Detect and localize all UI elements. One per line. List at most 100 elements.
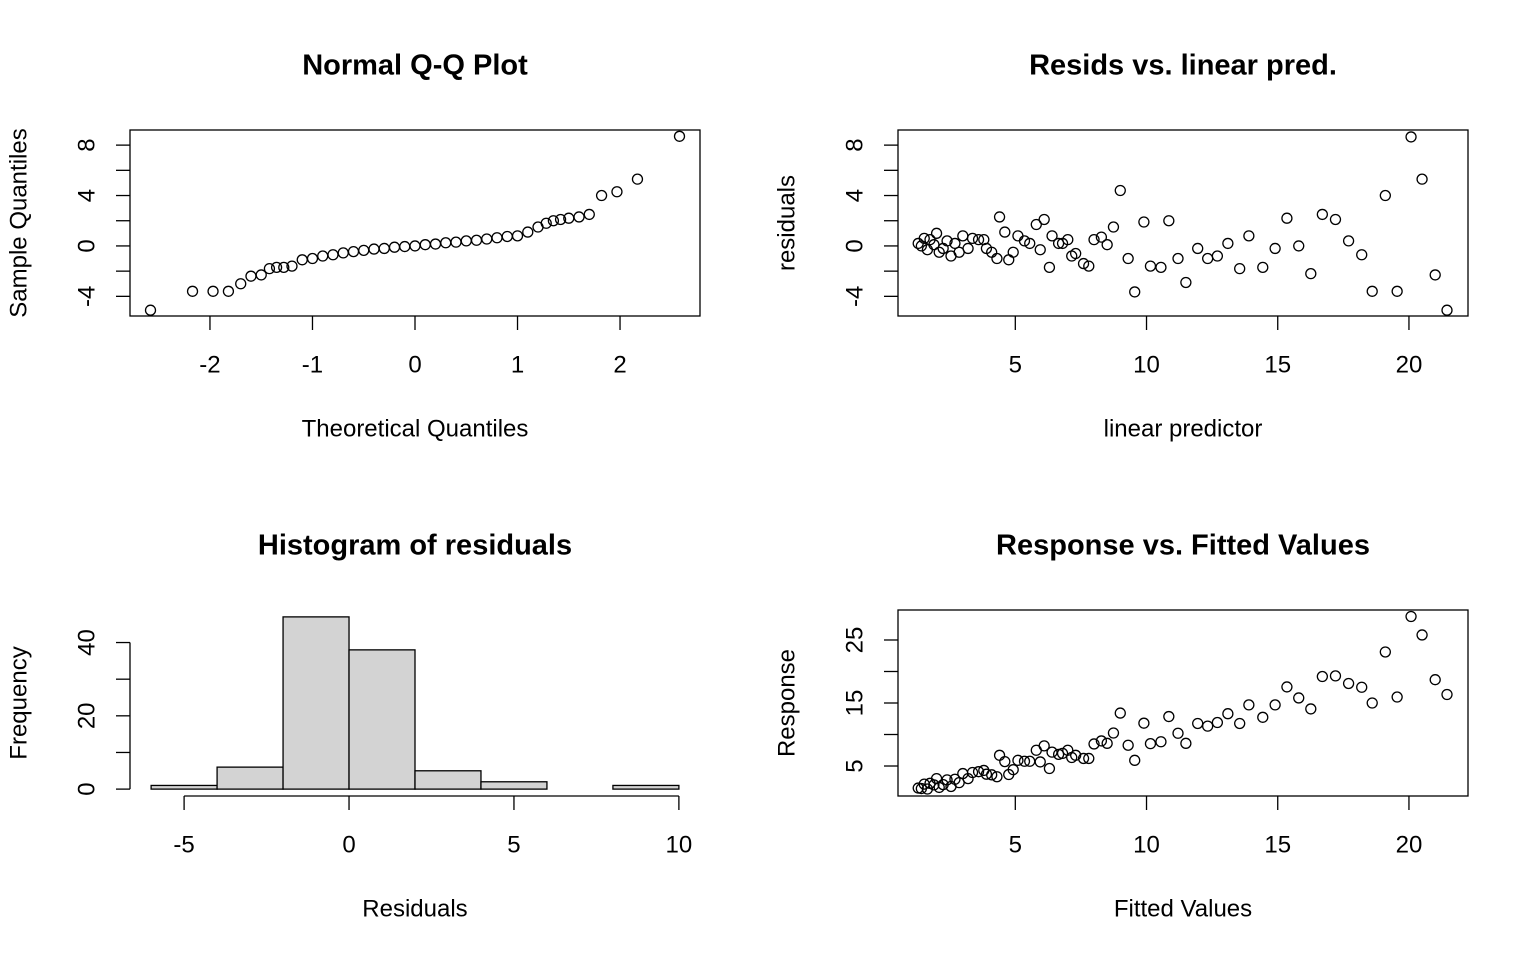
point <box>1083 260 1095 272</box>
point <box>1180 276 1192 289</box>
point <box>327 249 339 261</box>
point <box>1329 213 1342 226</box>
chart-title: Response vs. Fitted Values <box>996 530 1370 562</box>
point <box>611 186 623 198</box>
point <box>1024 755 1036 767</box>
point <box>1172 252 1184 265</box>
point <box>1034 756 1046 768</box>
y-tick-label: 8 <box>73 138 100 151</box>
point <box>186 285 199 297</box>
point <box>631 173 644 185</box>
point <box>1101 239 1113 251</box>
point <box>255 269 267 281</box>
bar <box>348 649 416 790</box>
point <box>1129 286 1141 298</box>
y-tick-label: 0 <box>73 782 100 795</box>
point <box>1043 261 1056 274</box>
bar <box>282 616 350 790</box>
point <box>1180 737 1192 749</box>
point <box>912 237 924 250</box>
point <box>930 227 943 239</box>
point <box>1114 707 1126 719</box>
x-tick-label: 10 <box>1133 351 1160 378</box>
y-tick-label: 8 <box>841 138 868 151</box>
x-tick-label: -5 <box>173 831 194 858</box>
bar <box>612 784 680 790</box>
point <box>1391 691 1403 703</box>
point <box>999 755 1011 768</box>
point <box>1269 242 1281 255</box>
bar <box>480 781 548 790</box>
point <box>1281 212 1293 224</box>
x-tick-label: 10 <box>666 831 693 858</box>
point <box>1018 755 1031 767</box>
chart-title: Histogram of residuals <box>258 530 572 562</box>
point <box>235 278 247 290</box>
point <box>978 764 990 777</box>
point <box>450 236 462 248</box>
y-tick-label: 40 <box>73 629 100 656</box>
x-tick-label: 15 <box>1264 351 1291 378</box>
point <box>337 247 349 259</box>
point <box>1293 692 1305 704</box>
point <box>368 243 380 255</box>
point <box>1342 235 1355 247</box>
point <box>972 233 985 246</box>
point <box>1088 738 1100 750</box>
point <box>1088 233 1100 246</box>
point <box>207 285 219 297</box>
point <box>317 250 329 262</box>
y-tick-label: 0 <box>841 239 868 252</box>
point <box>540 217 552 229</box>
point <box>1155 261 1167 274</box>
point <box>1012 754 1024 766</box>
point <box>991 771 1003 783</box>
point <box>1211 250 1224 262</box>
point <box>1077 257 1090 270</box>
point <box>1024 237 1036 250</box>
x-tick-label: 0 <box>342 831 355 858</box>
point <box>270 261 283 274</box>
x-axis-label: linear predictor <box>1104 415 1263 442</box>
y-tick-label: -4 <box>73 286 100 307</box>
point <box>409 240 421 252</box>
point <box>1038 213 1050 226</box>
point <box>1316 670 1329 683</box>
point <box>1030 218 1042 231</box>
point <box>1356 681 1368 693</box>
point <box>296 254 308 266</box>
point <box>1172 727 1184 739</box>
point <box>306 252 319 265</box>
point <box>924 233 936 246</box>
point <box>245 270 257 282</box>
point <box>263 262 276 275</box>
point <box>1122 252 1134 265</box>
point <box>347 245 360 258</box>
point <box>1138 216 1150 228</box>
x-tick-label: 5 <box>1009 831 1022 858</box>
point <box>1366 697 1378 709</box>
point <box>991 252 1003 265</box>
point <box>1356 249 1368 261</box>
point <box>1234 717 1246 730</box>
point <box>1329 670 1342 682</box>
x-tick-label: 5 <box>1009 351 1022 378</box>
point <box>1416 173 1428 185</box>
y-tick-label: 20 <box>73 702 100 729</box>
point <box>1034 244 1046 256</box>
point <box>1107 727 1120 739</box>
point <box>1222 237 1234 250</box>
point <box>924 777 936 789</box>
point <box>673 130 686 142</box>
chart-title: Normal Q-Q Plot <box>302 50 528 82</box>
point <box>501 230 513 243</box>
point <box>1429 269 1441 281</box>
point <box>1305 268 1317 280</box>
point <box>1122 739 1134 751</box>
y-tick-label: 25 <box>841 627 868 654</box>
point <box>1052 748 1065 761</box>
point <box>1095 735 1108 747</box>
point <box>999 226 1011 238</box>
point <box>1234 262 1246 275</box>
point <box>1129 754 1141 766</box>
